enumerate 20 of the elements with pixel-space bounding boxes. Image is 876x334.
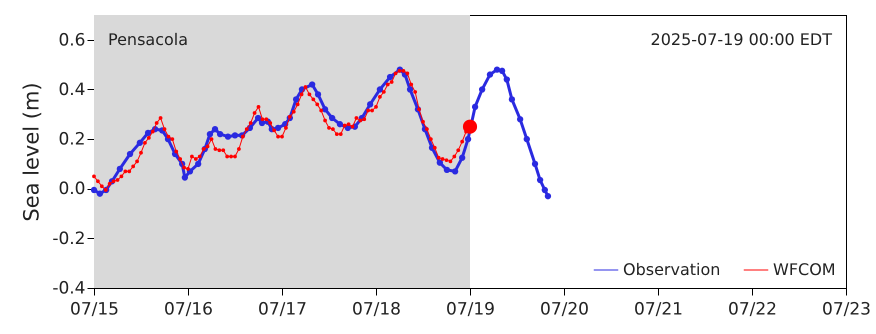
y-axis-title: Sea level (m) [19,82,44,222]
legend-label: Observation [623,260,720,279]
x-tick-label: 07/22 [728,300,777,320]
y-tick-label: 0.4 [58,80,86,100]
x-tick-label: 07/20 [540,300,589,320]
x-tick-label: 07/21 [634,300,683,320]
x-tick-label: 07/19 [446,300,495,320]
annotation: Pensacola [108,30,188,49]
y-tick-label: -0.4 [52,278,86,298]
x-tick-label: 07/23 [822,300,871,320]
annotation: 2025-07-19 00:00 EDT [650,30,832,49]
x-tick-label: 07/15 [70,300,119,320]
y-tick-label: 0.0 [58,179,86,200]
y-tick-label: 0.2 [58,130,86,150]
x-tick-label: 07/17 [258,300,307,320]
y-tick-label: 0.6 [58,30,86,50]
x-tick-label: 07/18 [352,300,401,320]
x-tick-label: 07/16 [164,300,213,320]
legend-label: WFCOM [773,260,836,279]
y-tick-label: -0.2 [52,228,86,249]
